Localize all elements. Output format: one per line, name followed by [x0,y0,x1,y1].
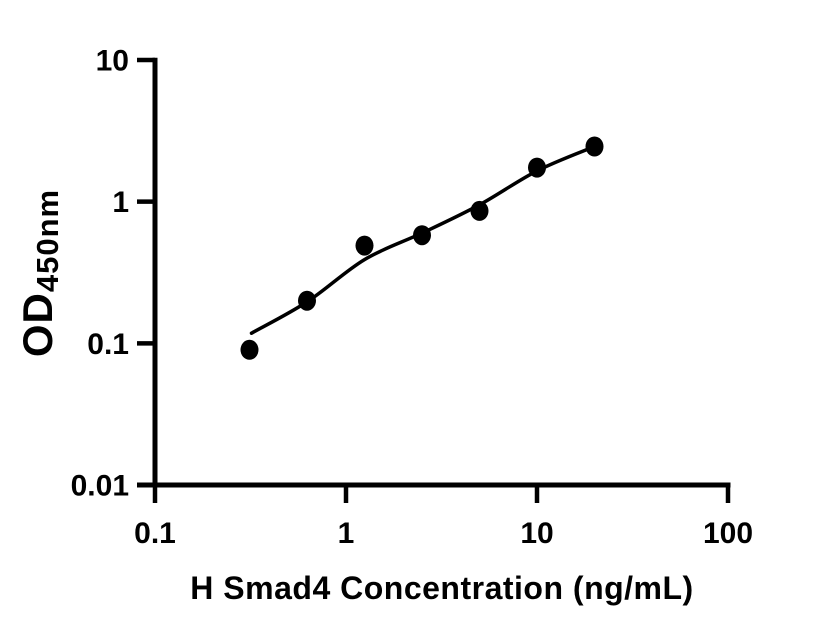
y-tick-label: 10 [96,45,129,78]
data-point [240,339,259,360]
y-axis-title-subscript: 450nm [30,189,65,292]
y-axis-title-main: OD [14,292,61,357]
x-tick-label: 1 [338,517,355,550]
data-point [413,225,431,246]
x-tick-label: 0.1 [134,517,176,550]
data-point [355,235,374,256]
y-tick-label: 0.1 [87,328,129,361]
data-point [298,290,316,311]
x-axis-title: H Smad4 Concentration (ng/mL) [190,570,693,606]
data-point [470,200,489,221]
data-point [585,136,604,157]
data-point [528,157,546,178]
x-tick-label: 10 [520,517,553,550]
y-tick-label: 1 [112,186,129,219]
x-tick-label: 100 [703,517,753,550]
y-tick-label: 0.01 [71,470,129,503]
plot-area [240,136,604,360]
y-axis-title: OD450nm [14,189,65,357]
